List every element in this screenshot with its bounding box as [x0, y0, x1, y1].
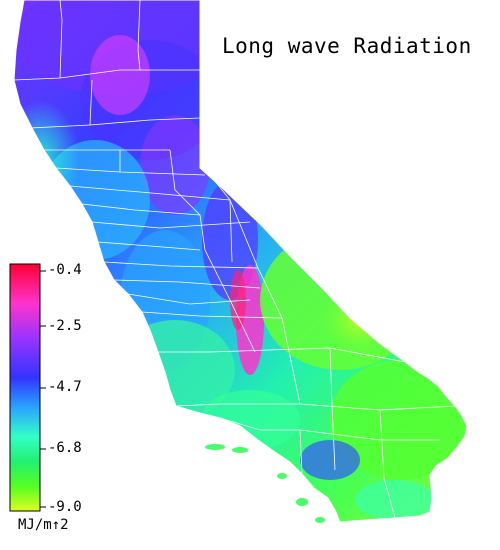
map-title: Long wave Radiation — [222, 34, 472, 58]
channel-islands — [205, 444, 325, 523]
state-outline — [13, 0, 468, 523]
legend-colorbar — [9, 263, 41, 512]
legend — [9, 263, 46, 512]
legend-units: MJ/m↑2 — [18, 517, 69, 533]
legend-tick-label: -6.8 — [48, 440, 82, 456]
legend-tick-label: -9.0 — [48, 499, 82, 515]
legend-tick-label: -2.5 — [48, 318, 82, 334]
legend-tick-label: -4.7 — [48, 379, 82, 395]
legend-tick-label: -0.4 — [48, 262, 82, 278]
